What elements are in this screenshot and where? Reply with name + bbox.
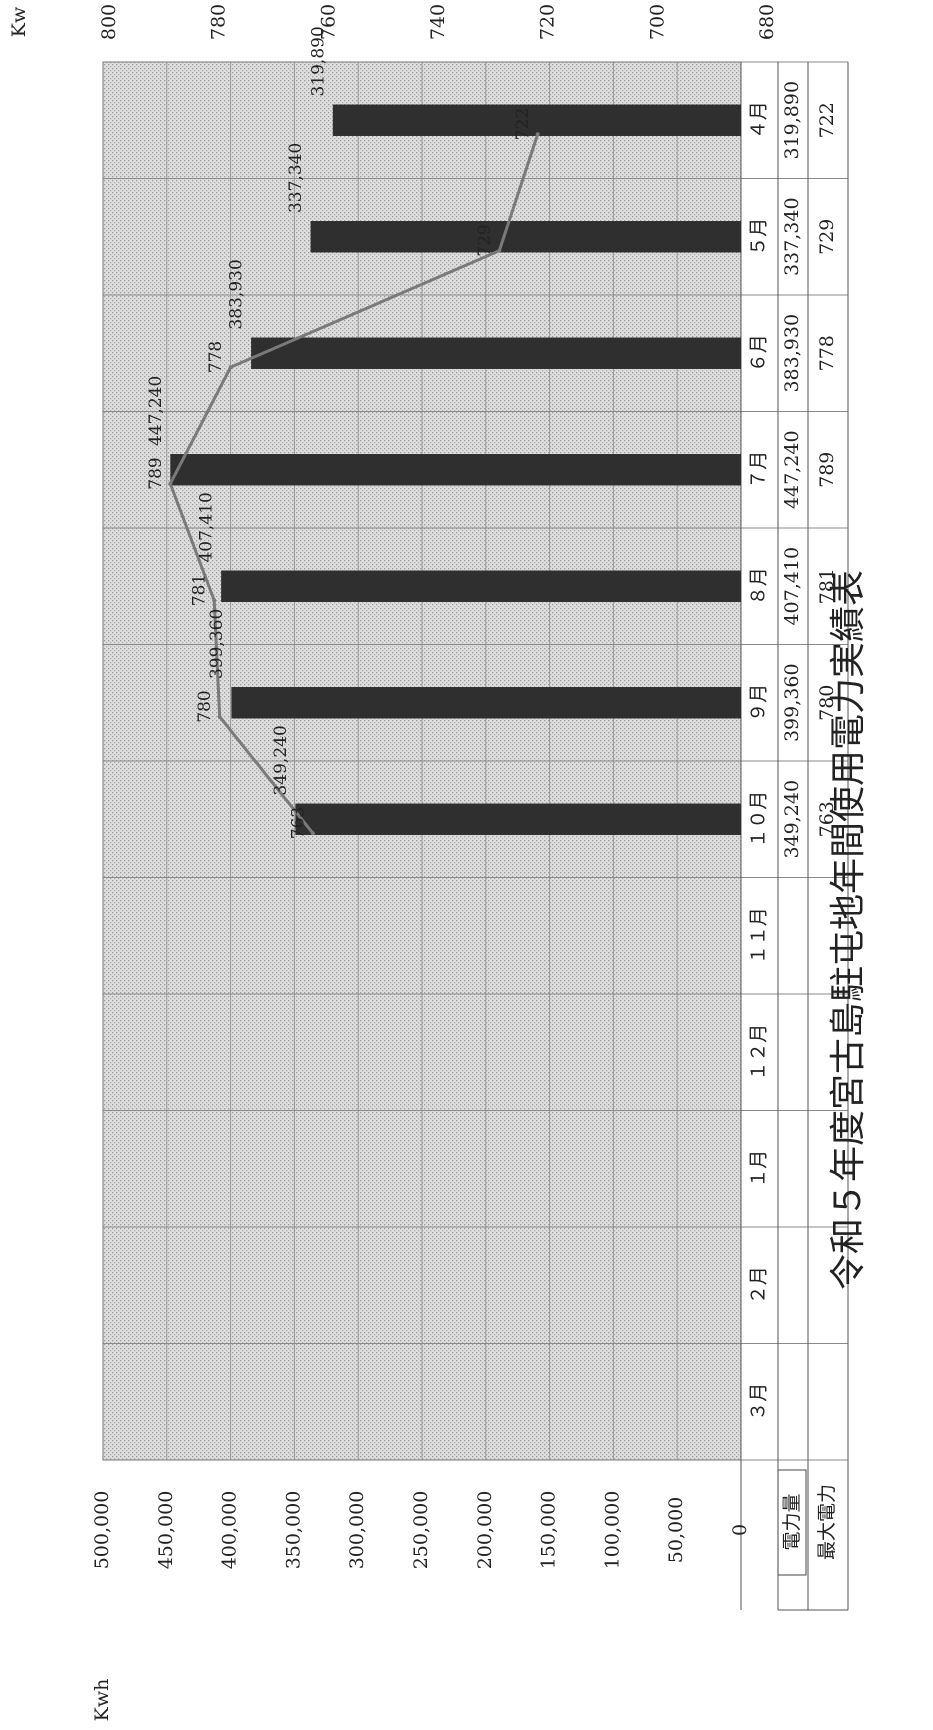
right-axis-tick: 800	[98, 4, 120, 40]
category-label: ３月	[748, 1383, 770, 1421]
chart-title: 令和５年度宮古島駐屯地年間使用電力実績表	[828, 570, 869, 1290]
left-axis-tick: 450,000	[155, 1491, 177, 1570]
table-cell-energy: 349,240	[781, 780, 803, 859]
category-label: １月	[748, 1150, 770, 1188]
bar-value-label: 447,240	[146, 376, 166, 446]
line-point	[535, 132, 540, 137]
data-table: 電力量 最大電力 ４月 319,890 722 ５月 337,340 729 ６月 383,930…	[740, 62, 849, 1611]
left-axis-tick: 300,000	[346, 1491, 368, 1570]
bar-energy	[170, 454, 741, 486]
line-value-label: 722	[513, 108, 533, 140]
table-cell-peak: 780	[816, 685, 838, 721]
right-axis-tick: 700	[646, 4, 668, 40]
line-point	[212, 598, 217, 603]
table-cell-peak: 778	[816, 335, 838, 371]
bar-energy	[332, 104, 741, 136]
right-axis: 680 700 720 740 760 780 800 Kw	[8, 4, 778, 40]
left-axis-tick: 200,000	[474, 1491, 496, 1570]
category-label: １２月	[748, 1024, 770, 1081]
left-axis-tick: 250,000	[410, 1491, 432, 1570]
left-axis-tick: 350,000	[282, 1491, 304, 1570]
bar-energy	[251, 337, 741, 369]
category-label: ７月	[748, 451, 770, 489]
table-cell-energy: 383,930	[781, 314, 803, 393]
table-cell-energy: 447,240	[781, 430, 803, 509]
table-cell-peak: 781	[816, 568, 838, 604]
line-value-label: 763	[288, 807, 308, 839]
table-cell-peak: 722	[816, 102, 838, 138]
left-axis-tick: 400,000	[219, 1491, 241, 1570]
data-labels: 319,890 337,340 383,930 447,240 407,410 399,3…	[146, 26, 533, 839]
bar-value-label: 319,890	[308, 26, 328, 96]
bar-value-label: 407,410	[197, 492, 217, 562]
category-label: ５月	[748, 218, 770, 256]
bar-energy	[310, 221, 741, 253]
right-axis-tick: 780	[208, 4, 230, 40]
line-value-label: 789	[146, 457, 166, 489]
bar-energy	[295, 803, 741, 835]
category-label: ２月	[748, 1266, 770, 1304]
table-cell-energy: 337,340	[781, 197, 803, 276]
category-label: １１月	[748, 907, 770, 964]
line-point	[217, 714, 222, 719]
line-value-label: 780	[195, 690, 215, 722]
table-cell-energy: 407,410	[781, 547, 803, 626]
left-axis-tick: 500,000	[91, 1491, 113, 1570]
bar-value-label: 383,930	[227, 259, 247, 329]
line-point	[228, 365, 233, 370]
right-axis-tick: 720	[537, 4, 559, 40]
left-axis: 0 50,000 100,000 150,000 200,000 250,000 300,0…	[91, 1491, 751, 1722]
left-axis-tick: 0	[729, 1524, 751, 1536]
bar-energy	[231, 687, 742, 719]
gridlines	[102, 61, 848, 1461]
right-axis-tick: 680	[756, 4, 778, 40]
legend-key-bar	[777, 1469, 807, 1576]
left-axis-unit: Kwh	[91, 1679, 113, 1722]
category-label: ４月	[748, 101, 770, 139]
bar-value-label: 349,240	[271, 725, 291, 795]
table-cell-peak: 763	[816, 801, 838, 837]
category-label: １０月	[748, 791, 770, 848]
line-point	[497, 248, 502, 253]
table-header-peak: 最大電力	[816, 1484, 838, 1560]
category-label: ８月	[748, 567, 770, 605]
left-axis-tick: 100,000	[601, 1491, 623, 1570]
left-axis-tick: 150,000	[538, 1491, 560, 1570]
table-cell-peak: 729	[816, 219, 838, 255]
bar-value-label: 399,360	[207, 609, 227, 679]
right-axis-tick: 760	[317, 4, 339, 40]
line-point	[168, 481, 173, 486]
table-cell-peak: 789	[816, 452, 838, 488]
category-label: ９月	[748, 684, 770, 722]
line-point	[310, 831, 315, 836]
table-cell-energy: 319,890	[781, 81, 803, 160]
line-value-label: 778	[206, 341, 226, 373]
line-value-label: 781	[190, 574, 210, 606]
bar-energy	[221, 570, 741, 602]
right-axis-tick: 740	[427, 4, 449, 40]
right-axis-unit: Kw	[8, 6, 30, 37]
line-value-label: 729	[475, 224, 495, 256]
left-axis-tick: 50,000	[665, 1497, 687, 1563]
table-header-energy: 電力量	[781, 1493, 803, 1550]
bar-value-label: 337,340	[286, 143, 306, 213]
bar-series	[170, 104, 742, 835]
table-cell-energy: 399,360	[781, 663, 803, 742]
category-label: ６月	[748, 334, 770, 372]
line-series	[168, 132, 540, 836]
